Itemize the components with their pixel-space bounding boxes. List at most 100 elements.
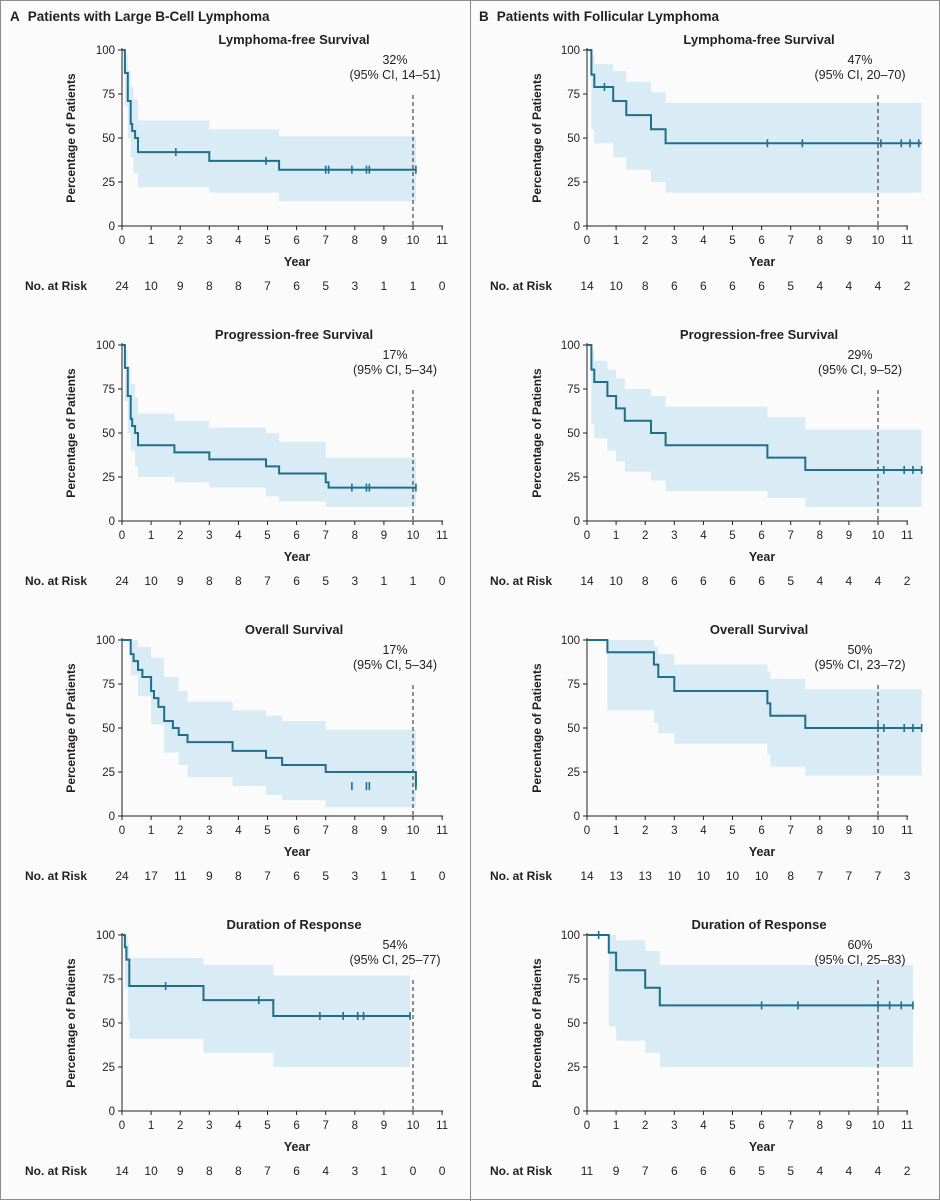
at-risk-count: 6 (700, 1164, 707, 1178)
x-tick-label: 1 (613, 530, 619, 542)
x-tick-label: 2 (642, 235, 648, 247)
y-axis-label: Percentage of Patients (530, 73, 544, 203)
at-risk-count: 8 (206, 574, 213, 588)
confidence-band (122, 640, 416, 808)
y-tick-label: 50 (567, 723, 580, 735)
y-tick-label: 25 (567, 472, 580, 484)
survival-curve (587, 49, 922, 145)
at-risk-label: No. at Risk (25, 279, 87, 293)
km-chart-b-3: 0 25 50 75 100 0 1 2 3 4 5 6 7 8 9 10 11 Year Percentage o… (490, 622, 923, 883)
at-risk-count: 8 (235, 1164, 242, 1178)
x-tick-label: 5 (729, 825, 735, 837)
x-tick-label: 8 (352, 530, 358, 542)
at-risk-count: 1 (381, 574, 388, 588)
at-risk-count: 6 (293, 574, 300, 588)
annotation-estimate: 17% (382, 643, 407, 657)
x-tick-label: 5 (729, 235, 735, 247)
at-risk-count: 7 (264, 1164, 271, 1178)
y-tick-label: 0 (109, 516, 115, 528)
x-tick-label: 0 (119, 1120, 125, 1132)
x-tick-label: 0 (119, 235, 125, 247)
y-tick-label: 75 (102, 384, 115, 396)
x-tick-label: 10 (872, 530, 885, 542)
at-risk-count: 7 (816, 869, 823, 883)
at-risk-count: 6 (729, 279, 736, 293)
x-tick-label: 7 (787, 825, 793, 837)
at-risk-count: 8 (206, 279, 213, 293)
x-tick-label: 6 (293, 235, 299, 247)
y-tick-label: 25 (102, 177, 115, 189)
x-tick-label: 4 (235, 825, 242, 837)
at-risk-count: 8 (235, 869, 242, 883)
x-tick-label: 6 (758, 235, 764, 247)
x-tick-label: 8 (817, 235, 823, 247)
confidence-band (122, 345, 416, 507)
at-risk-count: 10 (609, 279, 623, 293)
x-tick-label: 3 (671, 530, 677, 542)
y-tick-label: 75 (567, 974, 580, 986)
x-tick-label: 1 (148, 530, 154, 542)
at-risk-count: 9 (177, 1164, 184, 1178)
at-risk-count: 9 (177, 574, 184, 588)
x-tick-label: 1 (148, 1120, 154, 1132)
x-tick-label: 4 (700, 1120, 707, 1132)
x-tick-label: 9 (381, 825, 387, 837)
x-tick-label: 6 (758, 530, 764, 542)
y-tick-label: 75 (567, 384, 580, 396)
at-risk-label: No. at Risk (490, 574, 552, 588)
y-tick-label: 50 (567, 428, 580, 440)
x-tick-label: 1 (148, 825, 154, 837)
x-tick-label: 9 (381, 1120, 387, 1132)
survival-curve (122, 639, 417, 787)
x-tick-label: 7 (322, 825, 328, 837)
x-tick-label: 11 (901, 825, 913, 837)
x-tick-label: 8 (352, 825, 358, 837)
y-tick-label: 0 (574, 221, 580, 233)
y-axis-label: Percentage of Patients (64, 958, 78, 1088)
at-risk-count: 10 (755, 869, 769, 883)
y-tick-label: 100 (561, 635, 580, 647)
x-tick-label: 4 (235, 1120, 242, 1132)
x-tick-label: 11 (436, 825, 448, 837)
at-risk-count: 0 (410, 1164, 417, 1178)
x-tick-label: 3 (206, 1120, 212, 1132)
at-risk-count: 3 (351, 574, 358, 588)
y-axis-label: Percentage of Patients (530, 663, 544, 793)
x-tick-label: 2 (177, 825, 183, 837)
annotation-ci: (95% CI, 5–34) (353, 658, 437, 672)
at-risk-count: 2 (904, 1164, 911, 1178)
at-risk-count: 4 (875, 1164, 882, 1178)
x-tick-label: 1 (148, 235, 154, 247)
x-tick-label: 5 (264, 530, 270, 542)
y-tick-label: 0 (109, 221, 115, 233)
at-risk-count: 4 (322, 1164, 329, 1178)
at-risk-count: 7 (264, 869, 271, 883)
x-tick-label: 0 (584, 1120, 590, 1132)
at-risk-count: 6 (700, 574, 707, 588)
at-risk-count: 6 (671, 574, 678, 588)
at-risk-count: 6 (758, 279, 765, 293)
at-risk-count: 1 (381, 279, 388, 293)
x-tick-label: 0 (584, 235, 590, 247)
at-risk-count: 24 (115, 869, 129, 883)
survival-curve (122, 344, 416, 489)
annotation-ci: (95% CI, 9–52) (818, 363, 902, 377)
x-tick-label: 1 (613, 235, 619, 247)
chart-title: Overall Survival (245, 622, 343, 637)
x-tick-label: 3 (671, 825, 677, 837)
x-tick-label: 11 (901, 1120, 913, 1132)
annotation-ci: (95% CI, 20–70) (814, 68, 905, 82)
x-tick-label: 7 (322, 1120, 328, 1132)
at-risk-count: 1 (381, 869, 388, 883)
at-risk-count: 8 (642, 279, 649, 293)
at-risk-count: 14 (580, 869, 594, 883)
x-tick-label: 10 (407, 825, 420, 837)
at-risk-count: 10 (144, 279, 158, 293)
at-risk-count: 5 (787, 1164, 794, 1178)
at-risk-count: 24 (115, 279, 129, 293)
